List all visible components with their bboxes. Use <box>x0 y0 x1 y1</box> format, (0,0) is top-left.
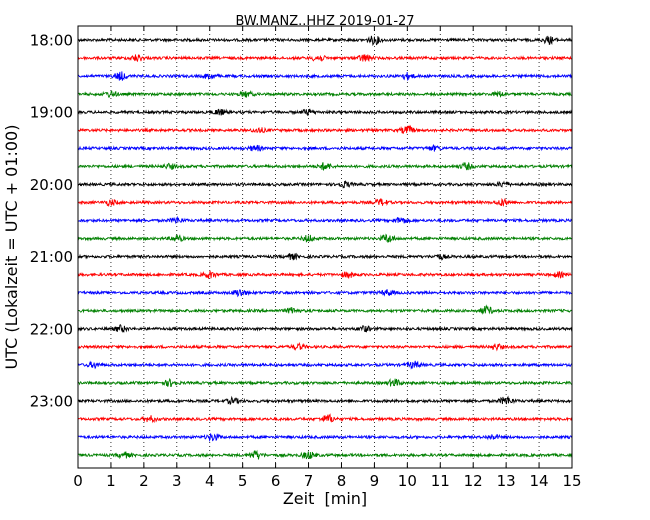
trace-2030 <box>77 215 573 225</box>
y-tick-label-2300: 23:00 <box>30 393 73 411</box>
trace-2300 <box>77 395 573 406</box>
y-axis-label: UTC (Lokalzeit = UTC + 01:00) <box>2 125 21 370</box>
trace-1830 <box>77 71 573 81</box>
x-tick-label-4: 4 <box>205 472 215 490</box>
trace-2230 <box>77 360 573 370</box>
trace-2330 <box>77 433 573 442</box>
x-axis-ticks: 0 1 2 3 4 5 6 7 8 9 10 11 12 13 14 15 <box>73 26 582 490</box>
y-tick-label-1800: 18:00 <box>30 32 73 50</box>
x-tick-label-3: 3 <box>172 472 182 490</box>
trace-2145 <box>77 304 573 315</box>
trace-1815 <box>77 54 573 63</box>
plot-frame <box>77 25 573 469</box>
trace-1800 <box>77 35 573 47</box>
x-tick-label-0: 0 <box>73 472 83 490</box>
x-tick-label-15: 15 <box>562 472 581 490</box>
y-tick-label-2100: 21:00 <box>30 248 73 266</box>
trace-2115 <box>77 270 573 279</box>
chart-title: BW.MANZ..HHZ 2019-01-27 <box>235 14 414 29</box>
trace-2215 <box>77 341 573 352</box>
trace-2100 <box>77 252 573 261</box>
trace-1845 <box>77 90 573 98</box>
y-tick-label-2200: 22:00 <box>30 320 73 338</box>
x-tick-label-5: 5 <box>238 472 248 490</box>
y-tick-label-2000: 20:00 <box>30 176 73 194</box>
x-tick-label-14: 14 <box>530 472 549 490</box>
trace-2045 <box>77 233 573 243</box>
trace-2015 <box>77 197 573 208</box>
x-tick-label-9: 9 <box>370 472 380 490</box>
y-tick-label-1900: 19:00 <box>30 104 73 122</box>
y-axis-ticks: 18:00 19:00 20:00 21:00 22:00 23:00 <box>30 32 572 411</box>
trace-2200 <box>77 324 573 333</box>
x-tick-label-2: 2 <box>139 472 149 490</box>
trace-2315 <box>77 413 573 424</box>
trace-2130 <box>77 289 573 298</box>
trace-2345 <box>77 449 573 460</box>
vertical-gridlines <box>110 26 540 468</box>
x-tick-label-11: 11 <box>431 472 450 490</box>
trace-2245 <box>77 377 573 388</box>
x-tick-label-10: 10 <box>398 472 417 490</box>
trace-1900 <box>77 108 573 116</box>
trace-2000 <box>77 180 573 189</box>
trace-1915 <box>77 124 573 134</box>
trace-1945 <box>77 161 573 171</box>
trace-1930 <box>77 143 573 152</box>
x-tick-label-12: 12 <box>464 472 483 490</box>
x-tick-label-7: 7 <box>304 472 314 490</box>
x-tick-label-13: 13 <box>497 472 516 490</box>
seismic-traces <box>77 35 573 460</box>
x-tick-label-6: 6 <box>271 472 281 490</box>
x-tick-label-1: 1 <box>106 472 116 490</box>
x-axis-label: Zeit [min] <box>283 489 367 508</box>
x-tick-label-8: 8 <box>337 472 347 490</box>
